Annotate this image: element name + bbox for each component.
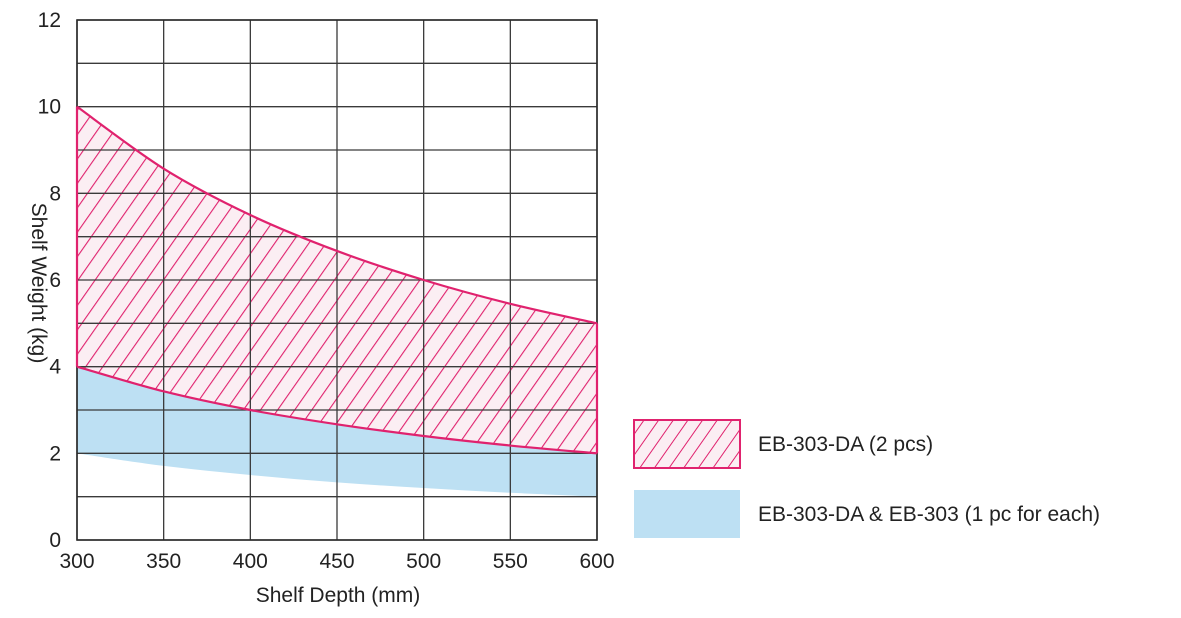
legend-swatch-solid <box>634 490 740 538</box>
x-tick-label: 300 <box>59 550 94 573</box>
x-tick-label: 600 <box>579 550 614 573</box>
y-tick-label: 6 <box>49 269 61 292</box>
y-axis-title: Shelf Weight (kg) <box>27 203 50 364</box>
x-tick-label: 500 <box>406 550 441 573</box>
y-tick-label: 12 <box>38 9 61 32</box>
legend-label: EB-303-DA & EB-303 (1 pc for each) <box>758 503 1100 526</box>
x-tick-label: 450 <box>319 550 354 573</box>
series-outline-upper <box>76 105 598 325</box>
legend-label: EB-303-DA (2 pcs) <box>758 433 933 456</box>
grid-layer <box>76 19 598 541</box>
legend-swatch-hatched <box>633 419 741 469</box>
x-tick-label: 350 <box>146 550 181 573</box>
tick-label-layer: 0 2 4 6 8 10 12 300 350 400 450 500 550 600 <box>38 9 615 573</box>
y-tick-label: 10 <box>38 96 61 119</box>
y-tick-label: 2 <box>49 442 61 465</box>
x-tick-label: 550 <box>493 550 528 573</box>
y-tick-label: 4 <box>49 356 61 379</box>
x-tick-label: 400 <box>233 550 268 573</box>
series-outline-layer <box>75 105 599 455</box>
y-tick-label: 0 <box>49 529 61 552</box>
x-axis-title: Shelf Depth (mm) <box>256 584 421 607</box>
series-outline-lower <box>76 365 598 455</box>
y-tick-label: 8 <box>49 182 61 205</box>
legend: EB-303-DA (2 pcs) EB-303-DA & EB-303 (1 p… <box>633 419 1100 538</box>
